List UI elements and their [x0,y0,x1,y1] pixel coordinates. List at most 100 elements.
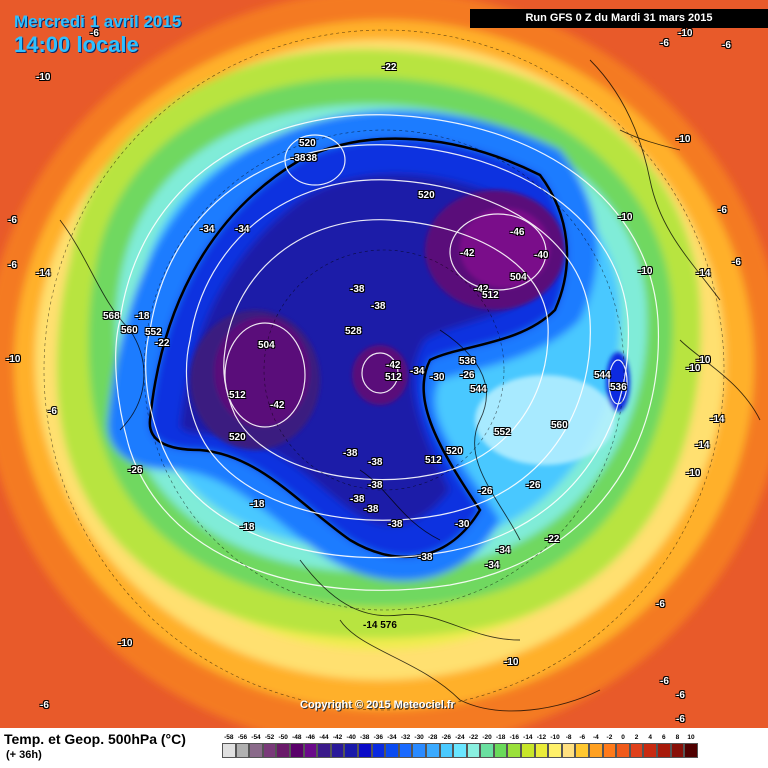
legend-cell: -18 [493,732,508,760]
legend-cell: -22 [466,732,481,760]
legend-cell: -12 [534,732,549,760]
map-label: -26 [478,486,493,497]
map-label: -6 [718,205,727,216]
map-label: 560 [121,325,138,336]
legend-swatch [561,743,576,758]
legend-cell: -6 [575,732,590,760]
map-label: -38 [364,504,379,515]
map-label: -38 [291,153,306,164]
legend-tick-label: -14 [523,734,533,741]
map-label: -26 [128,465,143,476]
legend-swatch [371,743,386,758]
legend-swatch [439,743,454,758]
legend-swatch [534,743,549,758]
legend-cell: -2 [602,732,617,760]
map-label: -38 [368,457,383,468]
legend-swatch [575,743,590,758]
map-label: -38 [350,284,365,295]
legend-swatch [629,743,644,758]
map-label: -42 [474,284,489,295]
map-label: -42 [270,400,285,411]
legend-tick-label: 10 [687,734,695,741]
map-label: -22 [545,534,560,545]
legend-tick-label: -50 [278,734,288,741]
legend-tick-label: -48 [292,734,302,741]
legend-swatch [249,743,263,758]
legend-cell: -36 [371,732,386,760]
legend-tick-label: -34 [387,734,397,741]
map-label: -22 [155,338,170,349]
legend-swatch [589,743,603,758]
legend-swatch [330,743,345,758]
legend-swatch [670,743,685,758]
legend-swatch [548,743,562,758]
forecast-offset: (+ 36h) [6,749,42,761]
map-label: -10 [678,28,693,39]
map-label: -6 [676,714,685,725]
legend-swatch [684,743,698,758]
legend-swatch [235,743,250,758]
legend-swatch [412,743,426,758]
legend-cell: -8 [561,732,576,760]
map-label: -22 [382,62,397,73]
map-label: -38 [371,301,386,312]
legend-cell: -32 [398,732,413,760]
map-label: -10 [6,354,21,365]
map-label: 512 [229,390,246,401]
map-label: -18 [250,499,265,510]
legend-cell: -52 [262,732,277,760]
legend-swatch [616,743,630,758]
legend-tick-label: -42 [332,734,343,741]
legend-cell: 6 [657,732,671,760]
map-label: -10 [36,72,51,83]
model-run-banner: Run GFS 0 Z du Mardi 31 mars 2015 [470,9,768,28]
legend-swatch [385,743,399,758]
legend-tick-label: -54 [251,734,261,741]
legend-tick-label: 0 [621,734,625,741]
legend-tick-label: -38 [360,734,370,741]
legend-cell: 4 [643,732,657,760]
legend-cell: 8 [670,732,685,760]
map-label: 512 [425,455,442,466]
legend-tick-label: 6 [661,734,666,741]
map-label: -10 [638,266,653,277]
legend-cell: -28 [425,732,440,760]
map-label: -6 [732,257,741,268]
map-label: -42 [460,248,475,259]
map-label: -6 [8,260,17,271]
map-label: -38 [350,494,365,505]
legend-tick-label: -16 [509,734,519,741]
legend-cell: -14 [521,732,535,760]
legend-tick-label: -52 [264,734,275,741]
legend-tick-label: -22 [468,734,479,741]
map-label: -10 [618,212,633,223]
map-label: -10 [686,468,701,479]
valid-date: Mercredi 1 avril 2015 [14,12,182,31]
legend-tick-label: -46 [305,734,316,741]
legend-cell: 0 [616,732,630,760]
legend-swatch [657,743,671,758]
map-label: -18 [240,522,255,533]
map-label: -6 [660,38,669,49]
legend-swatch [289,743,304,758]
map-label: -10 [118,638,133,649]
map-label: 528 [345,326,362,337]
map-label: 38 [306,153,318,164]
legend-cell: -16 [507,732,522,760]
legend-tick-label: 2 [634,734,639,741]
legend-cell: -4 [589,732,603,760]
map-label: 504 [258,340,275,351]
map-label: -10 [676,134,691,145]
legend-tick-label: -6 [579,734,586,741]
map-label: -30 [430,372,445,383]
valid-time: 14:00 locale [14,32,139,57]
trough-outline [148,137,569,559]
legend-swatch [493,743,508,758]
legend-cell: -30 [412,732,426,760]
legend-tick-label: -56 [237,734,248,741]
map-label: -14 [696,268,711,279]
legend-tick-label: -32 [400,734,411,741]
legend-tick-label: -20 [482,734,492,741]
legend-swatch [466,743,481,758]
legend-cell: 2 [629,732,644,760]
